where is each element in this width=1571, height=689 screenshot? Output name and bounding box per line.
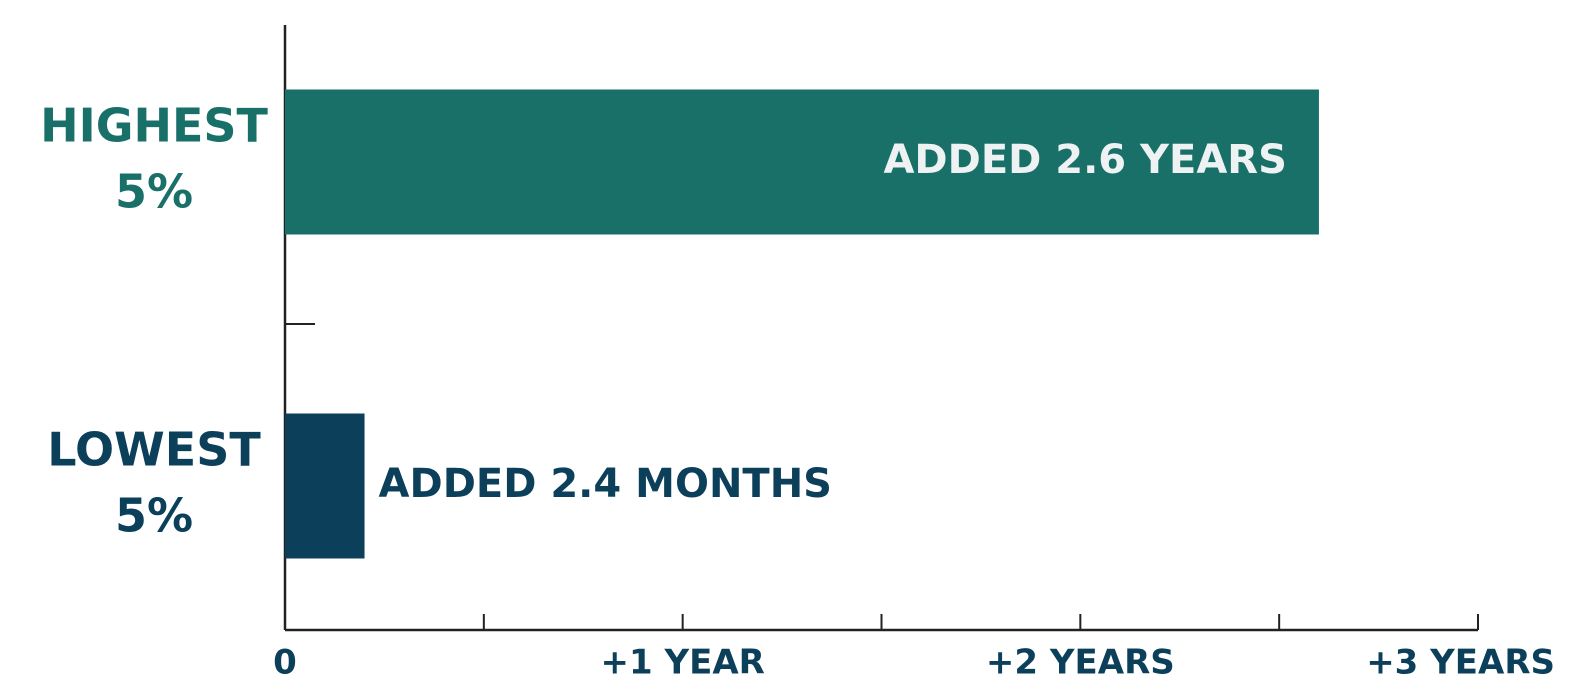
- value-label: ADDED 2.6 YEARS: [883, 137, 1286, 183]
- value-label: ADDED 2.4 MONTHS: [379, 461, 832, 507]
- x-tick-label: +2 YEARS: [986, 643, 1175, 683]
- category-label: 5%: [115, 165, 193, 219]
- category-label: HIGHEST: [40, 99, 268, 153]
- bar: [285, 89, 1319, 235]
- x-tick-label: +1 YEAR: [601, 643, 765, 683]
- x-tick-label: 0: [273, 643, 297, 683]
- bar: [285, 413, 365, 559]
- category-label: LOWEST: [47, 423, 261, 477]
- x-tick-label: +3 YEARS: [1366, 643, 1555, 683]
- category-label: 5%: [115, 489, 193, 543]
